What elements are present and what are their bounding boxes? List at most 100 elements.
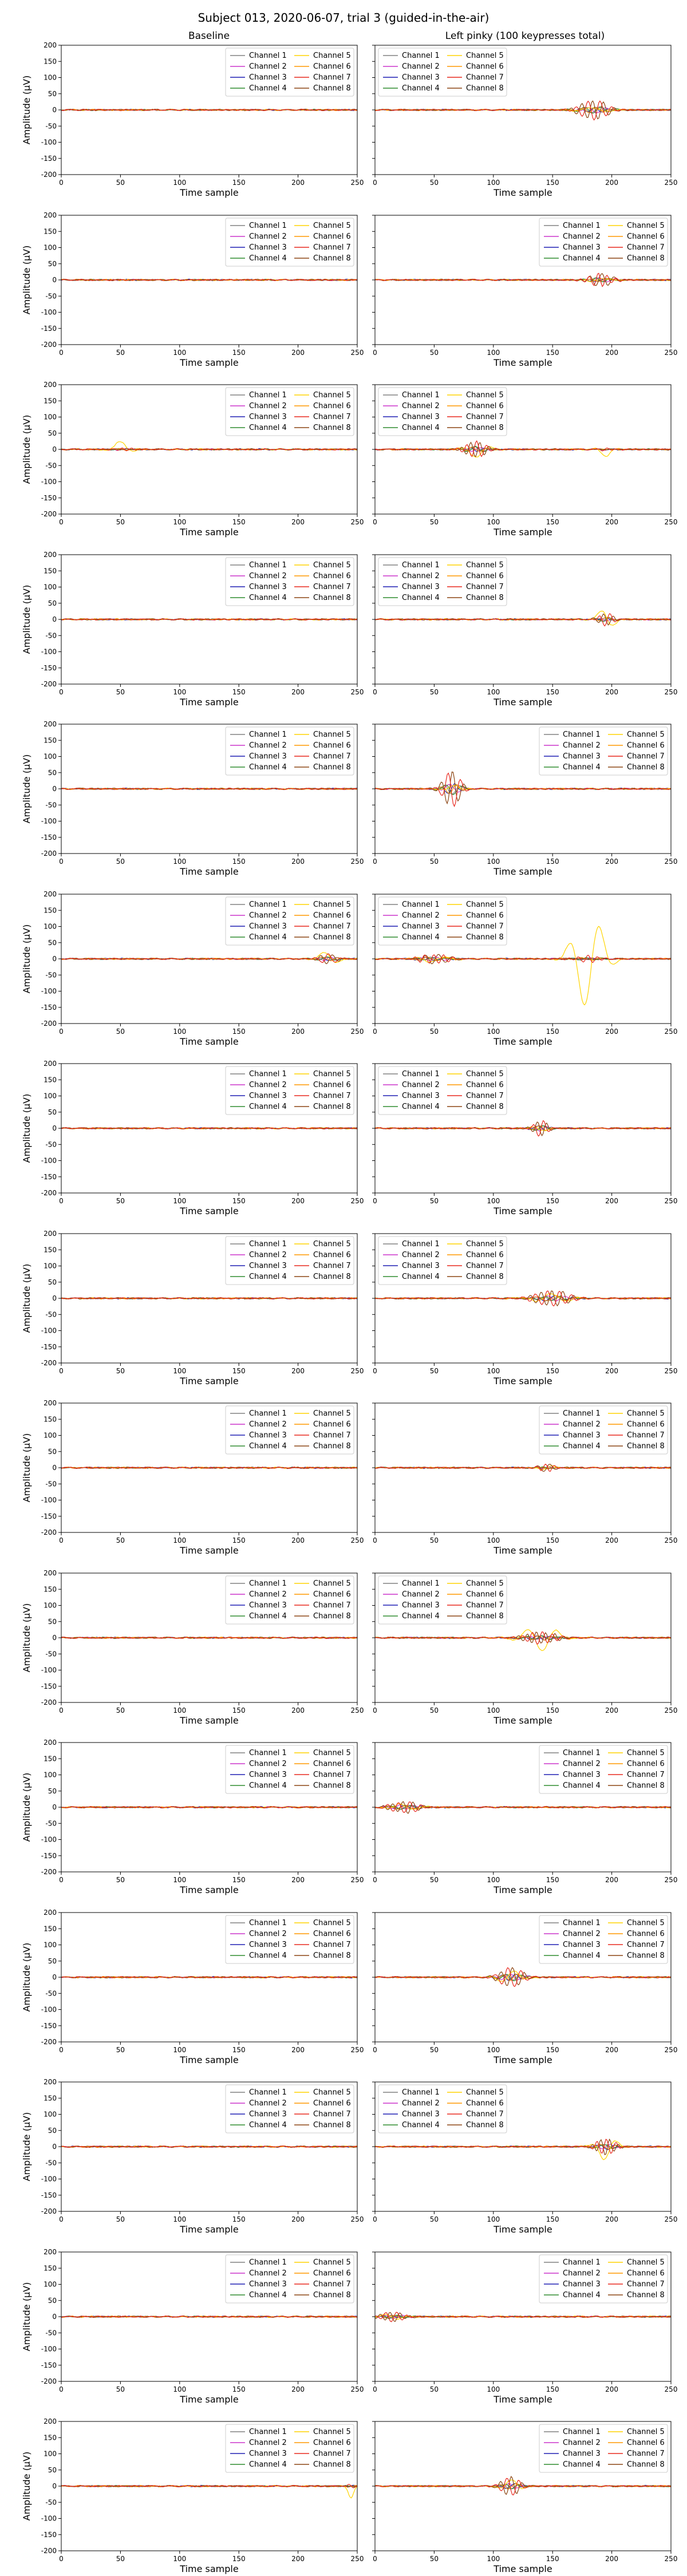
y-tick-label: 0: [52, 445, 57, 453]
legend: Channel 1 Channel 2 Channel 3 Channel 4 Chan…: [225, 48, 354, 97]
x-tick-label: 0: [59, 2385, 64, 2393]
x-tick-label: 250: [665, 2046, 678, 2054]
legend-label-channel-3: Channel 3: [249, 1771, 287, 1779]
legend-label-channel-5: Channel 5: [313, 1749, 351, 1757]
series-group: [375, 440, 671, 458]
legend-label-channel-6: Channel 6: [313, 1590, 351, 1599]
legend-label-channel-8: Channel 8: [313, 1951, 351, 1960]
y-tick-label: -100: [41, 2175, 57, 2183]
legend: Channel 1 Channel 2 Channel 3 Channel 4 Chan…: [225, 2424, 354, 2473]
x-tick-label: 200: [291, 2215, 305, 2223]
legend-label-channel-2: Channel 2: [249, 62, 287, 71]
series-group: [61, 787, 357, 791]
x-tick-label: 150: [232, 1536, 246, 1544]
legend-label-channel-3: Channel 3: [249, 1092, 287, 1100]
legend-label-channel-1: Channel 1: [249, 1070, 287, 1078]
panel-r4-c1: 0 50 100 150 200 250 Time sample -200 -150 -100 -5…: [21, 551, 364, 708]
y-tick-label: -150: [41, 664, 57, 672]
series-line-channel-7: [375, 1463, 671, 1472]
x-tick-label: 100: [173, 858, 186, 866]
legend-label-channel-8: Channel 8: [466, 84, 504, 93]
legend-label-channel-1: Channel 1: [402, 561, 440, 570]
x-tick-label: 100: [173, 518, 186, 526]
x-tick-label: 0: [59, 1536, 64, 1544]
x-tick-label: 100: [487, 349, 500, 357]
series-group: [375, 1967, 671, 1988]
legend-label-channel-5: Channel 5: [313, 2258, 351, 2267]
x-tick-label: 200: [605, 518, 618, 526]
x-tick-label: 50: [116, 179, 125, 187]
x-tick-label: 150: [546, 1706, 559, 1714]
legend-label-channel-1: Channel 1: [249, 52, 287, 60]
legend-label-channel-3: Channel 3: [402, 1601, 440, 1610]
y-tick-label: 200: [44, 1399, 57, 1407]
x-axis-label: Time sample: [179, 357, 238, 368]
x-tick-label: 100: [173, 1028, 186, 1036]
legend-label-channel-2: Channel 2: [402, 1251, 440, 1259]
legend-box: [378, 1575, 507, 1625]
panel-r8-c1: 0 50 100 150 200 250 Time sample -200 -150 -100 -5…: [21, 1230, 364, 1386]
x-tick-label: 250: [665, 1536, 678, 1544]
legend-label-channel-8: Channel 8: [313, 2291, 351, 2300]
y-tick-label: -50: [45, 1310, 57, 1318]
legend-label-channel-7: Channel 7: [466, 583, 504, 591]
series-line-channel-7: [61, 1805, 357, 1809]
y-axis-label: Amplitude (µV): [21, 1943, 32, 2012]
legend-label-channel-3: Channel 3: [563, 243, 601, 252]
y-tick-label: -200: [41, 1528, 57, 1536]
x-tick-label: 250: [351, 349, 364, 357]
legend-label-channel-3: Channel 3: [563, 752, 601, 761]
x-tick-label: 100: [173, 2215, 186, 2223]
y-tick-label: -150: [41, 1003, 57, 1012]
series-line-channel-7: [61, 953, 357, 963]
y-tick-label: 200: [44, 720, 57, 728]
legend-label-channel-5: Channel 5: [313, 2428, 351, 2436]
legend-label-channel-1: Channel 1: [563, 1409, 601, 1418]
legend-label-channel-8: Channel 8: [466, 424, 504, 432]
x-tick-label: 150: [232, 2215, 246, 2223]
legend-label-channel-2: Channel 2: [402, 1081, 440, 1089]
x-tick-label: 150: [546, 688, 559, 696]
x-axis-label: Time sample: [179, 2055, 238, 2065]
x-tick-label: 100: [173, 1536, 186, 1544]
y-tick-label: -100: [41, 2515, 57, 2523]
legend-label-channel-3: Channel 3: [563, 1431, 601, 1440]
legend-label-channel-4: Channel 4: [563, 1951, 601, 1960]
series-line-channel-7: [375, 1120, 671, 1137]
y-tick-label: -100: [41, 478, 57, 486]
series-line-channel-7: [61, 447, 357, 452]
series-group: [375, 1120, 671, 1137]
legend-label-channel-5: Channel 5: [466, 391, 504, 400]
x-tick-label: 200: [291, 858, 305, 866]
legend-label-channel-5: Channel 5: [466, 52, 504, 60]
legend-label-channel-6: Channel 6: [466, 1590, 504, 1599]
legend-label-channel-3: Channel 3: [563, 1941, 601, 1949]
legend-box: [539, 2254, 668, 2304]
x-axis-label: Time sample: [179, 1036, 238, 1047]
y-tick-label: -50: [45, 1819, 57, 1827]
legend-label-channel-8: Channel 8: [313, 1273, 351, 1281]
x-tick-label: 0: [59, 1367, 64, 1375]
legend-label-channel-6: Channel 6: [313, 1760, 351, 1768]
series-group: [375, 2138, 671, 2160]
legend-label-channel-4: Channel 4: [563, 254, 601, 263]
series-group: [375, 926, 671, 1006]
x-tick-label: 150: [232, 1706, 246, 1714]
legend-label-channel-3: Channel 3: [402, 413, 440, 421]
x-tick-label: 50: [430, 1876, 439, 1884]
legend-label-channel-5: Channel 5: [313, 2088, 351, 2097]
series-group: [375, 610, 671, 627]
series-line-channel-7: [61, 2315, 357, 2318]
x-tick-label: 0: [59, 1706, 64, 1714]
y-tick-label: 50: [48, 1787, 57, 1795]
y-tick-label: -200: [41, 680, 57, 688]
y-tick-label: 50: [48, 2127, 57, 2135]
legend-box: [225, 557, 354, 606]
legend-label-channel-1: Channel 1: [249, 1579, 287, 1588]
x-tick-label: 50: [116, 1536, 125, 1544]
legend-label-channel-4: Channel 4: [249, 1442, 287, 1451]
legend-label-channel-8: Channel 8: [313, 2121, 351, 2129]
legend-label-channel-4: Channel 4: [402, 1103, 440, 1111]
legend-label-channel-1: Channel 1: [563, 1749, 601, 1757]
